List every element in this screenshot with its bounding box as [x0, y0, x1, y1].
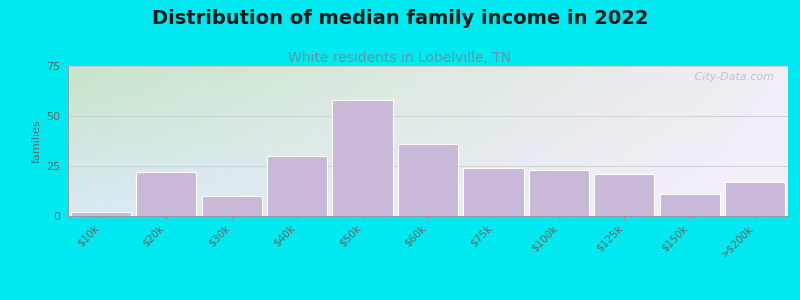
Bar: [333, 100, 393, 216]
Text: White residents in Lobelville, TN: White residents in Lobelville, TN: [289, 51, 511, 65]
Bar: [529, 170, 589, 216]
Bar: [725, 182, 786, 216]
Bar: [267, 156, 327, 216]
Bar: [136, 172, 196, 216]
Bar: [594, 174, 654, 216]
Bar: [202, 196, 262, 216]
Text: Distribution of median family income in 2022: Distribution of median family income in …: [152, 9, 648, 28]
Y-axis label: families: families: [32, 119, 42, 163]
Text: City-Data.com: City-Data.com: [690, 72, 774, 82]
Bar: [70, 212, 131, 216]
Bar: [463, 168, 523, 216]
Bar: [660, 194, 720, 216]
Bar: [398, 144, 458, 216]
